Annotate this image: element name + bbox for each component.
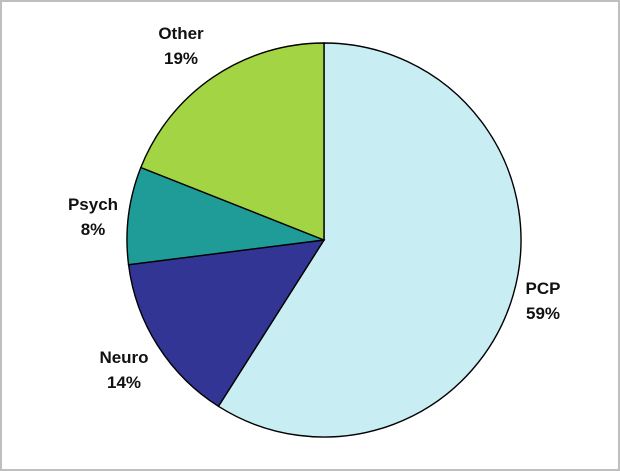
pie-slice-pcp	[217, 42, 522, 438]
label-neuro-name: Neuro	[99, 348, 148, 367]
label-psych-percent: 8%	[81, 220, 106, 239]
label-pcp-percent: 59%	[526, 304, 560, 323]
pie-labels: PCP 59% Neuro 14% Psych 8% Other 19%	[68, 24, 561, 392]
label-other-percent: 19%	[164, 49, 198, 68]
label-pcp-name: PCP	[526, 279, 561, 298]
label-psych-name: Psych	[68, 195, 118, 214]
pie-slice-psych	[126, 166, 325, 266]
label-other-name: Other	[158, 24, 204, 43]
pie-slices	[126, 42, 522, 438]
pie-slice-other	[139, 42, 325, 242]
label-neuro-percent: 14%	[107, 373, 141, 392]
pie-slice-neuro	[127, 239, 326, 408]
